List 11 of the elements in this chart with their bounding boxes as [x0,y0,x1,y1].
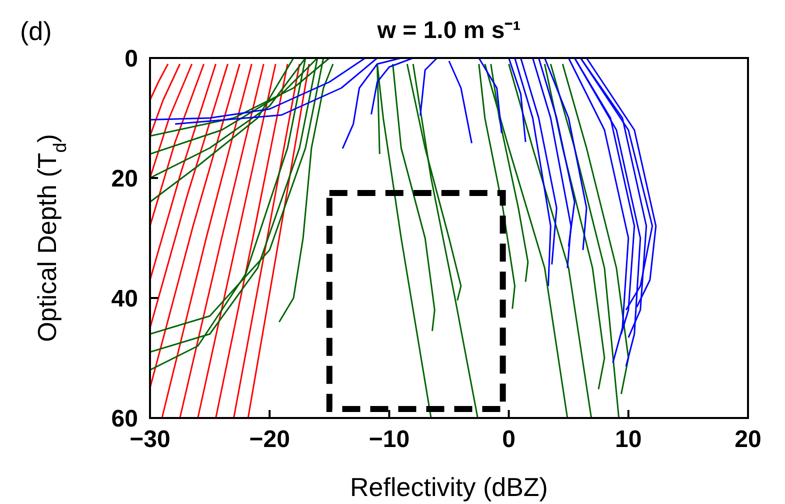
chart-title: w = 1.0 m s⁻¹ [376,17,521,44]
y-tick-label: 40 [111,286,138,313]
x-axis-title: Reflectivity (dBZ) [350,472,548,502]
x-tick-label: 10 [615,426,642,454]
x-tick-label: 20 [734,426,762,454]
text: (d) [20,16,52,46]
x-tick-label: −10 [368,426,410,454]
y-tick-label: 20 [111,166,138,193]
x-tick-label: −20 [249,426,290,454]
y-tick-label: 0 [124,46,138,73]
x-tick-label: 0 [502,426,516,454]
